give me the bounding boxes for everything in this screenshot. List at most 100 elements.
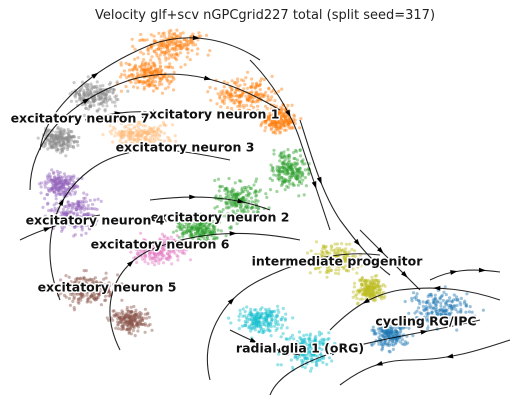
cell-point	[128, 322, 132, 326]
cell-point	[99, 287, 103, 291]
cell-point	[379, 284, 383, 288]
cell-point	[229, 192, 233, 196]
cell-point	[273, 120, 277, 124]
cell-point	[144, 80, 148, 84]
cell-point	[187, 42, 191, 46]
cell-point	[283, 162, 287, 166]
cell-point	[286, 170, 290, 174]
cell-point	[195, 227, 199, 231]
cell-point	[230, 195, 234, 199]
cell-point	[86, 297, 90, 301]
cell-point	[250, 82, 255, 86]
cell-point	[89, 103, 93, 107]
cell-point	[165, 245, 169, 249]
cell-point	[230, 88, 234, 92]
cell-point	[235, 204, 239, 208]
cell-point	[141, 124, 146, 128]
cell-point	[177, 222, 181, 226]
cell-point	[159, 250, 163, 254]
cell-point	[204, 221, 208, 225]
cell-point	[240, 324, 244, 328]
cell-point	[185, 229, 189, 233]
cell-point	[244, 324, 248, 328]
cell-point	[95, 89, 99, 93]
cell-point	[58, 181, 63, 185]
cell-point	[339, 249, 343, 253]
cell-point	[74, 91, 78, 95]
cell-point	[314, 334, 318, 339]
cell-point	[92, 289, 96, 293]
cell-point	[277, 176, 281, 181]
cell-point	[155, 250, 159, 254]
cell-point	[247, 108, 252, 113]
cell-point	[237, 179, 242, 183]
cell-point	[298, 343, 303, 347]
cell-point	[133, 313, 137, 317]
cell-point	[198, 222, 202, 226]
cell-point	[69, 284, 73, 288]
cell-point	[113, 134, 117, 138]
cell-point	[159, 139, 163, 143]
cell-point	[279, 114, 283, 118]
cell-point	[63, 174, 67, 178]
cell-point	[274, 122, 278, 126]
cell-point	[266, 94, 270, 98]
cell-point	[87, 212, 91, 216]
cell-point	[186, 43, 190, 47]
cell-point	[314, 363, 318, 367]
cell-point	[75, 214, 79, 218]
cell-point	[125, 144, 129, 148]
cell-point	[102, 97, 106, 101]
cell-point	[227, 176, 231, 181]
cell-point	[147, 143, 151, 147]
cell-point	[99, 282, 103, 286]
cell-point	[72, 174, 76, 178]
cell-point	[283, 128, 287, 132]
cell-point	[281, 165, 285, 169]
cell-point	[128, 130, 132, 134]
cell-point	[294, 176, 298, 180]
cell-point	[60, 225, 64, 229]
cell-point	[158, 58, 162, 62]
cell-point	[129, 305, 133, 309]
cell-point	[135, 129, 140, 133]
cell-point	[376, 284, 381, 288]
cell-point	[366, 287, 371, 291]
cell-point	[142, 244, 146, 248]
cell-point	[302, 352, 306, 356]
velocity-arrowhead	[91, 72, 99, 79]
cell-point	[189, 40, 194, 45]
cell-point	[285, 337, 289, 341]
cell-point	[292, 183, 296, 187]
cell-point	[226, 206, 230, 210]
cell-point	[69, 144, 73, 149]
cell-point	[268, 114, 272, 118]
cell-point	[96, 282, 100, 286]
cell-point	[119, 133, 123, 137]
cell-point	[143, 322, 147, 326]
cell-point	[339, 264, 343, 268]
cell-point	[286, 122, 290, 127]
cell-point	[57, 133, 61, 137]
cell-point	[57, 134, 62, 138]
cell-point	[197, 225, 201, 229]
cell-point	[63, 131, 67, 135]
cell-point	[75, 99, 79, 103]
cell-point	[158, 47, 163, 52]
cell-point	[74, 277, 78, 282]
cell-point	[92, 100, 96, 104]
cell-point	[203, 229, 207, 233]
cell-point	[186, 224, 190, 228]
cell-point	[279, 108, 284, 112]
cell-point	[176, 221, 180, 225]
cell-point	[368, 281, 372, 285]
cell-point	[88, 284, 92, 288]
cell-point	[58, 181, 63, 185]
cell-point	[184, 248, 188, 252]
cell-point	[44, 132, 48, 136]
cell-point	[107, 281, 111, 285]
cell-point	[135, 133, 139, 137]
cell-point	[160, 251, 164, 255]
cell-point	[119, 327, 123, 331]
cell-point	[46, 129, 50, 133]
